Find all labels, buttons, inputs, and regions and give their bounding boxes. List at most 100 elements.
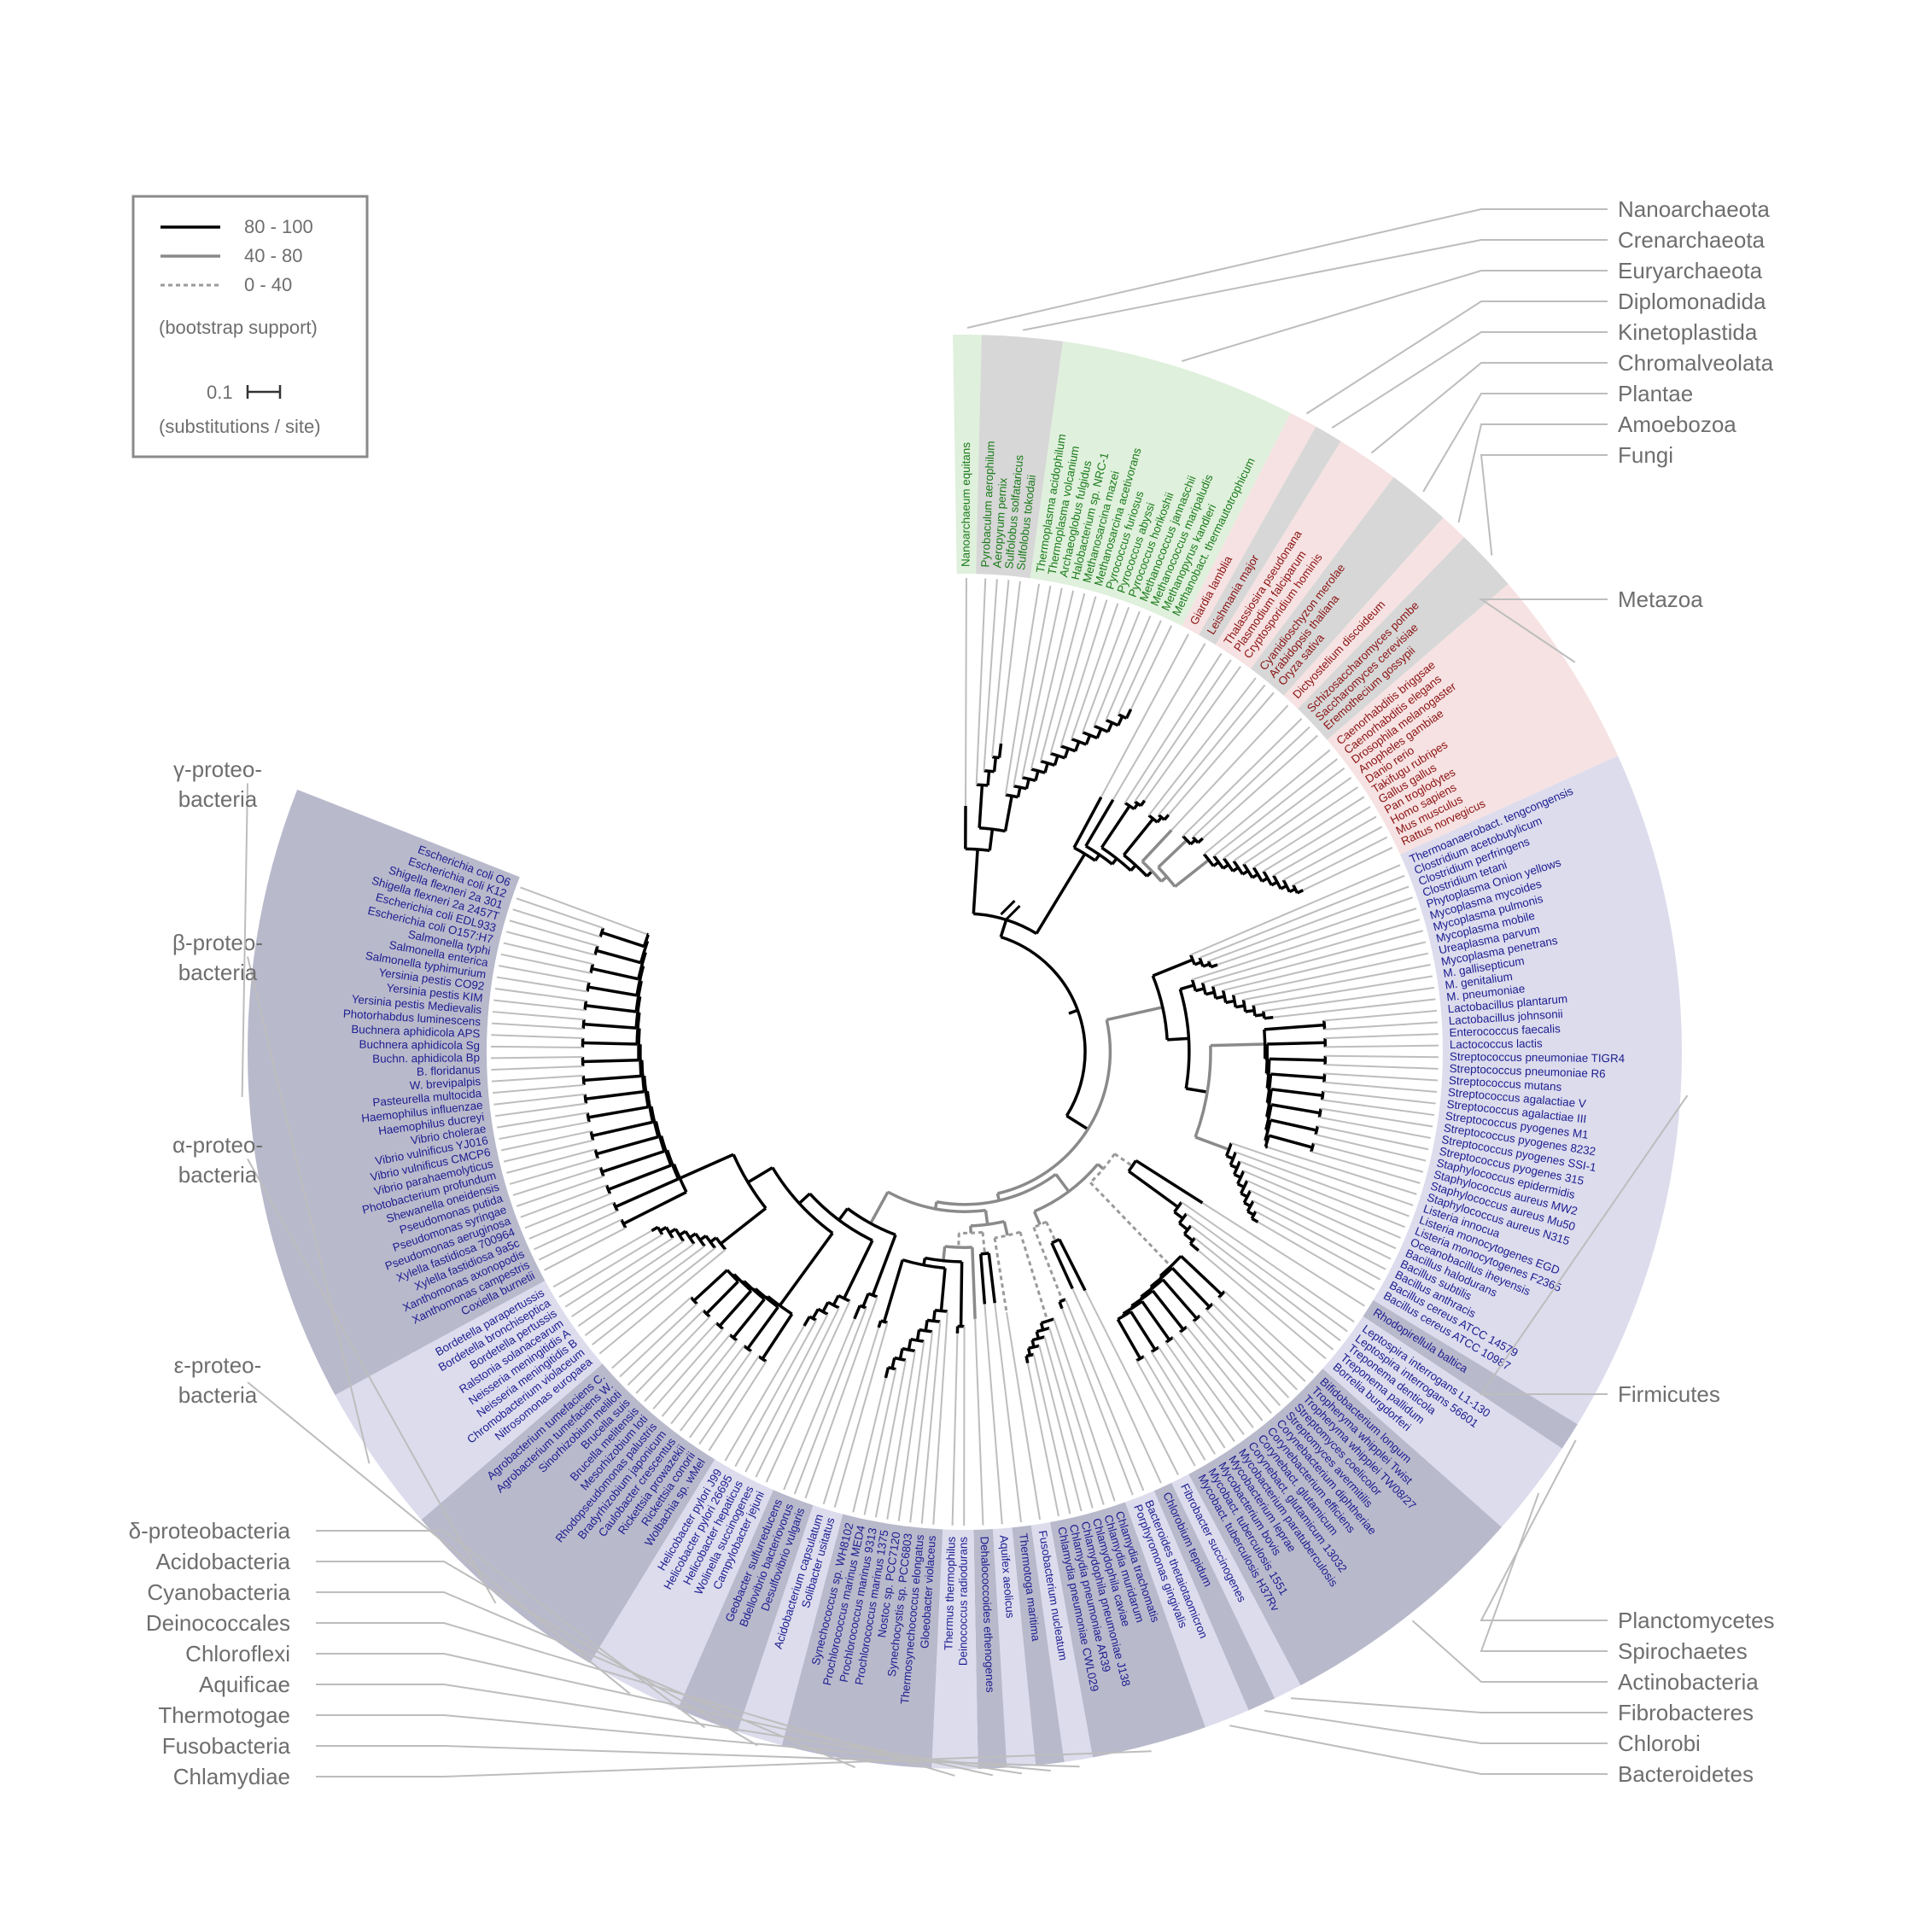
internal-branch — [778, 1232, 834, 1307]
leaf-connector — [689, 1351, 752, 1439]
leaf-connector — [538, 1218, 622, 1261]
terminal-branch — [987, 1252, 996, 1304]
leaf-connector — [516, 1175, 604, 1207]
leaf-connector — [708, 1361, 768, 1451]
group-label-chloroflexi: Chloroflexi — [185, 1641, 290, 1666]
leaf-connector — [1186, 1326, 1264, 1421]
node-arc — [867, 1292, 878, 1299]
node-arc — [846, 1207, 896, 1237]
terminal-branch — [803, 1316, 811, 1327]
leaf-connector — [503, 1139, 593, 1163]
internal-branch — [1174, 858, 1210, 888]
internal-branch — [1269, 1057, 1326, 1062]
group-label-thermotogae: Thermotogae — [158, 1702, 290, 1728]
internal-branch — [957, 1233, 960, 1248]
leaf-connector — [493, 1083, 585, 1094]
internal-branch — [890, 1357, 896, 1369]
leaf-connector — [1135, 1360, 1196, 1467]
leaf-connector — [509, 919, 598, 947]
leaf-connector — [1252, 1199, 1386, 1270]
internal-branch — [1063, 748, 1070, 759]
node-arc — [732, 1153, 768, 1210]
node-arc — [1041, 1317, 1055, 1325]
group-leader-line — [1480, 1094, 1689, 1395]
leaf-connector — [1263, 806, 1371, 873]
leaf-connector — [984, 1304, 1003, 1525]
group-label-diplomonadida: Diplomonadida — [1618, 289, 1766, 314]
leaf-connector — [1223, 1290, 1314, 1374]
leaf-connector — [1059, 599, 1108, 747]
leaf-connector — [1168, 692, 1275, 816]
node-arc — [926, 1318, 941, 1323]
terminal-branch — [1024, 1356, 1030, 1363]
node-arc — [1013, 784, 1027, 791]
node-arc — [1140, 1278, 1164, 1299]
node-arc — [593, 1148, 599, 1159]
node-arc — [1322, 1073, 1327, 1083]
legend-box — [131, 195, 369, 458]
internal-branch — [1267, 1041, 1326, 1046]
group-leader-line — [1181, 270, 1608, 362]
leaf-connector — [492, 1011, 585, 1021]
leaf-connector — [500, 1130, 592, 1152]
node-arc — [586, 982, 591, 992]
leaf-connector — [552, 1229, 652, 1288]
node-arc — [1105, 718, 1119, 727]
node-arc — [1224, 1142, 1233, 1157]
node-arc — [1000, 935, 1087, 1117]
leaf-connector — [863, 1369, 897, 1515]
leaf-label: Deinococcus radiodurans — [956, 1537, 969, 1666]
internal-branch — [992, 756, 998, 773]
internal-branch — [1210, 1042, 1265, 1048]
internal-branch — [1089, 1182, 1172, 1268]
terminal-branch — [1296, 889, 1305, 895]
band-crenarchaeota — [976, 335, 1064, 579]
leaf-connector — [1273, 815, 1377, 877]
node-arc — [1222, 857, 1234, 873]
leaf-connector — [544, 1227, 627, 1271]
leaf-label: Enterococcus faecalis — [1449, 1022, 1561, 1039]
terminal-branch — [1189, 1242, 1199, 1252]
leaf-connector — [644, 1322, 717, 1402]
band-euryarchaeota — [1030, 341, 1291, 627]
internal-branch — [1270, 1103, 1321, 1115]
internal-branch — [585, 1089, 645, 1100]
leaf-connector — [1217, 896, 1414, 966]
internal-branch — [587, 1105, 649, 1119]
group-leader-line — [316, 1745, 1080, 1768]
internal-branch — [1270, 1072, 1325, 1080]
node-arc — [919, 1328, 933, 1334]
terminal-branch — [877, 1320, 883, 1328]
node-arc — [936, 1172, 1057, 1206]
internal-branch — [1074, 741, 1081, 752]
leaf-connector — [494, 1102, 587, 1118]
internal-branch — [1141, 1300, 1171, 1341]
leaf-connector — [1250, 1189, 1392, 1260]
group-leader-line — [316, 1530, 706, 1729]
group-label-acidobacteria: Acidobacteria — [155, 1549, 290, 1574]
internal-branch — [832, 1294, 840, 1306]
node-arc — [684, 1230, 696, 1246]
node-arc — [1005, 793, 1019, 799]
group-label-actinobacteria: Actinobacteria — [1618, 1669, 1759, 1695]
group-label-metazoa: Metazoa — [1618, 587, 1703, 612]
node-arc — [1198, 957, 1205, 967]
leaf-connector — [635, 1316, 710, 1394]
band-proteo-bacteria — [421, 1363, 715, 1664]
node-arc — [1060, 744, 1077, 753]
node-arc — [1030, 768, 1046, 774]
internal-branch — [601, 1149, 665, 1174]
internal-branch — [1003, 795, 1013, 832]
leaf-label: Aeropyrum pernix — [990, 477, 1009, 569]
internal-branch — [811, 1308, 820, 1320]
leaf-label: W. brevipalpis — [409, 1075, 481, 1092]
internal-branch — [999, 919, 1008, 938]
node-arc — [994, 1230, 1021, 1240]
band-thermotogae — [1012, 1525, 1065, 1766]
node-arc — [1025, 1352, 1035, 1358]
internal-branch — [972, 849, 979, 914]
leaf-connector — [698, 1356, 760, 1445]
band-aquificae — [992, 1527, 1036, 1768]
node-arc — [715, 1322, 724, 1330]
internal-branch — [705, 1280, 739, 1315]
